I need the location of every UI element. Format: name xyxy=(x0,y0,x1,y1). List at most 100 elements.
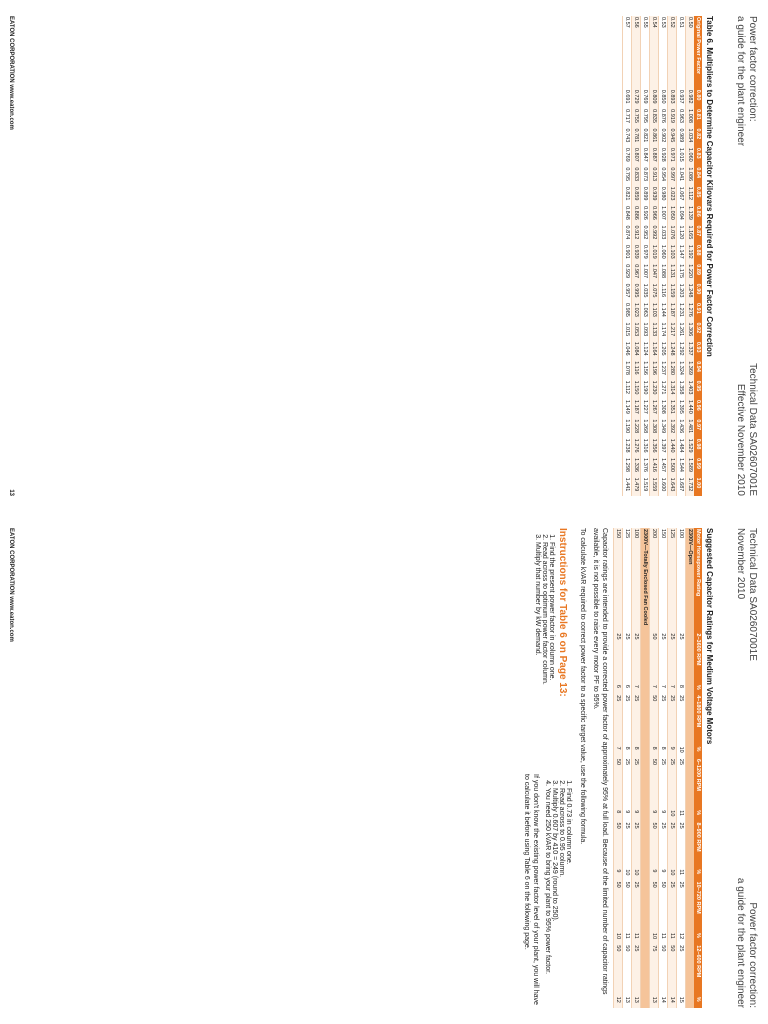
step: Read across to optimum power factor colu… xyxy=(541,542,548,762)
table-cell: 1.559 xyxy=(649,476,659,496)
table-cell: 1.150 xyxy=(631,379,641,399)
table-cell: 1.063 xyxy=(640,302,650,322)
table-cell: 25 xyxy=(658,757,668,810)
table-cell: 1.268 xyxy=(640,418,650,438)
table-row: 150 25 7 25 8 25 9 25 9 50 11 50 14 xyxy=(658,528,668,1008)
table-cell: 0.963 xyxy=(676,108,686,128)
table-cell: 0.967 xyxy=(631,263,641,283)
table-title: Table 6. Multipliers to Determine Capaci… xyxy=(705,16,714,357)
table-row: 0.57 0.691 0.717 0.743 0.769 0.795 0.821 0.848 0… xyxy=(622,16,632,496)
table-cell: 0.717 xyxy=(622,108,632,128)
table-cell: 25 xyxy=(622,757,632,810)
table-cell: 1.164 xyxy=(649,340,659,361)
table-cell: 1.457 xyxy=(658,457,668,477)
table-row: 125 25 7 25 9 25 10 25 10 25 11 50 14 xyxy=(667,528,677,1008)
table-cell: 9 xyxy=(667,745,677,758)
table-cell: 1.023 xyxy=(631,302,641,322)
table-row: 150 25 6 25 7 50 8 50 9 50 10 50 12 xyxy=(613,528,623,1008)
table-cell: 1.217 xyxy=(667,321,677,341)
table-cell: 25 xyxy=(676,757,686,810)
table-cell: 1.147 xyxy=(676,243,686,264)
table-cell: 0.887 xyxy=(649,146,659,167)
page-right: Technical Data SA02607001E November 2010 … xyxy=(0,512,768,1024)
table-cell: 25 xyxy=(667,632,677,684)
table-cell: 25 xyxy=(676,694,686,746)
section-row: 2300V—Totally Enclosed Fan Cooled xyxy=(640,528,650,1008)
table-cell: 0.769 xyxy=(640,88,650,109)
table-cell: 1.500 xyxy=(667,457,677,477)
footer-company: EATON CORPORATION www.eaton.com xyxy=(8,528,14,642)
column-header: 12–600 RPM xyxy=(694,944,702,996)
column-header: 6–1200 RPM xyxy=(694,757,702,810)
table-cell: 1.230 xyxy=(649,379,659,399)
table-cell: 1.732 xyxy=(685,476,694,496)
table-cell: 1.192 xyxy=(685,243,694,264)
table-cell: 1.600 xyxy=(658,476,668,496)
column-header: 8–900 RPM xyxy=(694,821,702,869)
table-cell: 0.979 xyxy=(640,243,650,264)
table-cell: 1.337 xyxy=(685,340,694,361)
table-cell: 0.56 xyxy=(631,16,641,89)
table-cell: 0.899 xyxy=(640,185,650,206)
table-cell: 0.939 xyxy=(631,243,641,264)
table-cell: 1.261 xyxy=(676,321,686,341)
table-cell: 1.231 xyxy=(676,302,686,322)
table-cell: 0.50 xyxy=(685,16,694,89)
table-cell: 1.060 xyxy=(685,146,694,167)
example-step: You need 250 kVAR to bring your plant to… xyxy=(544,788,551,1008)
table-cell: 0.807 xyxy=(631,146,641,167)
table-cell: 50 xyxy=(622,880,632,933)
table-cell: 11 xyxy=(622,932,632,945)
table-cell: 1.156 xyxy=(640,360,650,380)
table-row: 125 25 6 25 8 25 9 25 10 50 11 50 13 xyxy=(622,528,632,1008)
table-cell: 7 xyxy=(613,745,623,758)
table-cell: 0.919 xyxy=(667,108,677,128)
table-cell: 1.103 xyxy=(649,302,659,322)
table-cell: 0.821 xyxy=(622,185,632,206)
column-header: 0.88 xyxy=(694,243,702,264)
table-cell: 0.985 xyxy=(622,302,632,322)
table-cell: 9 xyxy=(658,868,668,881)
column-header: 0.95 xyxy=(694,379,702,399)
table-cell: 1.094 xyxy=(676,205,686,225)
table-cell: 50 xyxy=(667,944,677,996)
table-cell: 1.643 xyxy=(667,476,677,496)
table-cell: 13 xyxy=(649,995,659,1008)
table-cell: 50 xyxy=(658,944,668,996)
table-cell: 25 xyxy=(658,821,668,869)
table-cell: 1.314 xyxy=(667,379,677,399)
table-cell: 50 xyxy=(613,880,623,933)
table-cell: 0.743 xyxy=(622,127,632,147)
table-cell: 1.190 xyxy=(622,418,632,438)
column-header: 2–3600 RPM xyxy=(694,632,702,684)
table-cell: 25 xyxy=(631,757,641,810)
table-cell: 1.292 xyxy=(676,340,686,361)
table-cell: 1.519 xyxy=(640,476,650,496)
column-header: 0.83 xyxy=(694,146,702,167)
table-cell: 9 xyxy=(649,868,659,881)
table-cell: 1.103 xyxy=(667,243,677,264)
table-cell: 25 xyxy=(622,821,632,869)
footer-company: EATON CORPORATION www.eaton.com xyxy=(8,16,14,130)
table-cell: 1.190 xyxy=(640,379,650,399)
table-cell: 100 xyxy=(676,528,686,633)
table-cell: 1.149 xyxy=(622,399,632,419)
table-cell: 7 xyxy=(649,683,659,695)
table-cell: 0.876 xyxy=(658,108,668,128)
section-label: 2300V—Open xyxy=(685,528,694,1008)
table-cell: 1.484 xyxy=(676,437,686,458)
table-cell: 1.276 xyxy=(685,302,694,322)
table-cell: 7 xyxy=(658,683,668,695)
table-cell: 0.835 xyxy=(649,108,659,128)
step: Multiply that number by kW demand. xyxy=(534,542,541,762)
example-step: Find 0.73 in column one. xyxy=(565,788,572,1008)
example-note: If you don't know the existing power fac… xyxy=(523,774,539,1005)
table-cell: 0.937 xyxy=(676,88,686,109)
table-cell: 8 xyxy=(649,745,659,758)
table-cell: 25 xyxy=(613,632,623,684)
table-cell: 1.271 xyxy=(658,379,668,399)
table-row: 200 50 7 50 8 50 9 50 9 50 10 75 13 xyxy=(649,528,659,1008)
table-cell: 1.067 xyxy=(676,185,686,206)
table-cell: 11 xyxy=(676,868,686,881)
